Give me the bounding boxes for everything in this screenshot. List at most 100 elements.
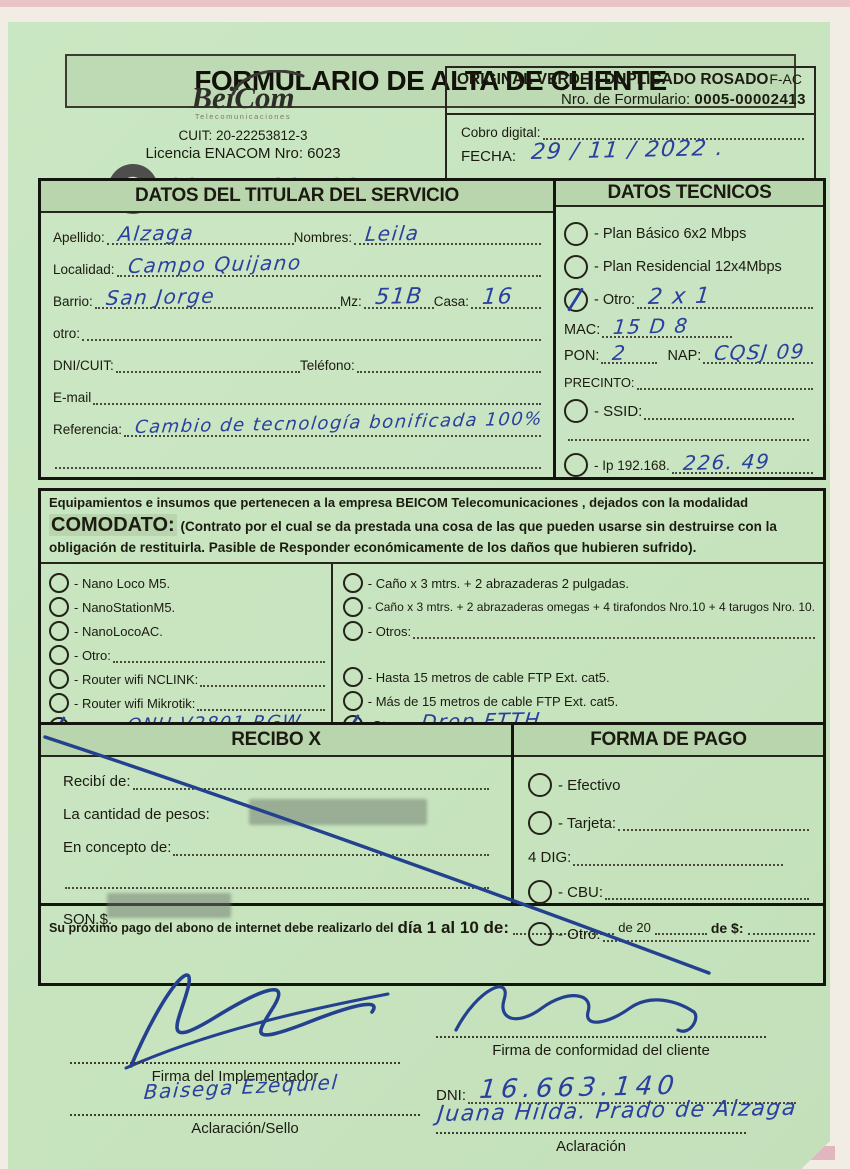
redaction-patch <box>249 799 427 825</box>
comodato-title: COMODATO: <box>51 514 175 536</box>
telefono-label: Teléfono: <box>299 358 355 373</box>
tecnicos-section-title: DATOS TECNICOS <box>556 181 823 207</box>
referencia-field: Cambio de tecnología bonificada 100% <box>124 420 541 437</box>
recibi-de-field <box>133 773 489 790</box>
comodato-gap <box>343 640 815 662</box>
cobro-digital-row: Cobro digital: <box>447 115 814 140</box>
comodato-option-nanostation-m5: - NanoStationM5. <box>49 598 325 616</box>
titular-section: DATOS DEL TITULAR DEL SERVICIO Apellido:… <box>41 181 556 477</box>
dig-field <box>573 849 783 866</box>
forma-pago-title: FORMA DE PAGO <box>514 725 823 757</box>
efectivo-label: - Efectivo <box>558 776 621 794</box>
checkbox-circle <box>49 573 69 593</box>
email-field <box>93 388 541 405</box>
dotted-field <box>197 696 324 711</box>
forma-pago-column: FORMA DE PAGO - Efectivo - Tarjeta: 4 DI… <box>514 725 823 903</box>
comodato-option-onu: - ONU: ONU V2801 RGW <box>49 718 325 726</box>
form-number: 0005-00002413 <box>694 91 806 108</box>
otro-label: otro: <box>53 326 81 341</box>
email-row: E-mail <box>53 388 541 405</box>
copy-info-block: ORIGINAL VERDE - DUPLICADO ROSADO F-AC N… <box>447 68 814 115</box>
localidad-handwritten: Campo Quijano <box>126 250 303 278</box>
plan-otro-label: - Otro: <box>594 292 636 308</box>
cobro-digital-field <box>543 123 804 140</box>
comodato-left-column: - Nano Loco M5. - NanoStationM5. - NanoL… <box>41 564 333 726</box>
mz-field: 51B <box>364 292 434 309</box>
pon-label: PON: <box>564 348 600 364</box>
comodato-option-nanoloco-m5: - Nano Loco M5. <box>49 574 325 592</box>
barrio-field: San Jorge <box>95 292 340 309</box>
plan-otro-option: - Otro: 2 x 1 <box>564 288 813 312</box>
option-label: - Otro: <box>74 647 111 663</box>
dni-field: 16.663.140 <box>468 1072 796 1104</box>
option-label: - ONU: <box>74 720 114 726</box>
tarjeta-checkbox <box>528 811 552 835</box>
extra-dotted-row <box>53 452 541 469</box>
dotted-field <box>413 624 815 639</box>
comodato-option-otro: - Otro: <box>49 646 325 664</box>
option-label: - Hasta 15 metros de cable FTP Ext. cat5… <box>367 669 610 685</box>
ip-option: - Ip 192.168. 226. 49 <box>564 453 813 477</box>
brand-cuit: CUIT: 20-22253812-3 <box>178 128 308 143</box>
cbu-field <box>605 884 809 900</box>
comodato-option-router-mikrotik: - Router wifi Mikrotik: <box>49 694 325 712</box>
barrio-row: Barrio: San Jorge Mz: 51B Casa: 16 <box>53 292 541 309</box>
option-label: - Otros: <box>367 623 412 639</box>
nombres-field: Leila <box>354 228 541 245</box>
dotted-field <box>748 921 816 935</box>
localidad-label: Localidad: <box>53 262 115 277</box>
recibo-title: RECIBO X <box>41 725 511 757</box>
client-signature-line <box>436 1036 766 1038</box>
ip-label: - Ip 192.168. <box>594 457 670 473</box>
logo-swoosh-icon <box>231 70 311 96</box>
checkbox-circle <box>343 621 363 641</box>
logo-text: BeiCom <box>191 80 295 115</box>
dotted-field <box>113 648 325 663</box>
client-name-handwritten: Juana Hilda. Prado de Alzaga <box>436 1095 799 1127</box>
comodato-option-otros-1: - Otros: <box>343 622 815 640</box>
dni-telefono-row: DNI/CUIT: Teléfono: <box>53 356 541 373</box>
aclaracion-line <box>436 1132 746 1134</box>
email-label: E-mail <box>53 390 92 405</box>
comodato-option-hasta15: - Hasta 15 metros de cable FTP Ext. cat5… <box>343 668 815 686</box>
recibo-column: RECIBO X Recibí de: La cantidad de pesos… <box>41 725 514 903</box>
comodato-option-otros-2: -Otros: Drop FTTH <box>343 716 815 726</box>
option-label: - NanoStationM5. <box>74 599 176 615</box>
precinto-label: PRECINTO: <box>564 375 635 390</box>
checkbox-circle <box>49 669 69 689</box>
son-label: SON $. <box>63 911 113 928</box>
plan-basico-checkbox <box>564 222 588 246</box>
redaction-patch <box>107 893 231 918</box>
nap-label: NAP: <box>667 348 702 364</box>
recibi-de-label: Recibí de: <box>63 773 131 790</box>
option-label: - NanoLocoAC. <box>74 623 163 639</box>
fecha-row: FECHA: 29 / 11 / 2022 . <box>447 140 814 165</box>
extra-dotted-line <box>55 452 541 469</box>
comodato-intro-line: Equipamientos e insumos que pertenecen a… <box>49 495 749 510</box>
plan-otro-checkbox <box>564 288 588 312</box>
ip-field: 226. 49 <box>672 457 813 474</box>
form-title-box: FORMULARIO DE ALTA DE CLIENTE <box>65 54 796 108</box>
dni-cuit-field <box>116 356 300 373</box>
client-signature <box>438 972 718 1042</box>
option-label: - Router wifi Mikrotik: <box>74 695 196 711</box>
comodato-option-nanoloco-ac: - NanoLocoAC. <box>49 622 325 640</box>
titular-section-title: DATOS DEL TITULAR DEL SERVICIO <box>41 181 553 213</box>
dig-label: 4 DIG: <box>528 849 572 866</box>
barrio-label: Barrio: <box>53 294 93 309</box>
ssid-option: - SSID: <box>564 399 813 423</box>
nombres-label: Nombres: <box>293 230 353 245</box>
concepto-dotted-row <box>63 872 489 889</box>
referencia-label: Referencia: <box>53 422 123 437</box>
checkbox-circle <box>49 597 69 617</box>
de-pesos-label: de $: <box>710 919 744 936</box>
mac-field: 15 D 8 <box>602 322 732 338</box>
localidad-field: Campo Quijano <box>117 260 541 277</box>
scan-pink-strip <box>0 0 850 7</box>
comodato-intro: Equipamientos e insumos que pertenecen a… <box>41 491 823 564</box>
checkbox-circle <box>343 597 363 617</box>
ssid-label: - SSID: <box>594 402 643 420</box>
otro-field <box>82 324 541 341</box>
mac-row: MAC: 15 D 8 <box>564 322 813 338</box>
casa-label: Casa: <box>433 294 469 309</box>
